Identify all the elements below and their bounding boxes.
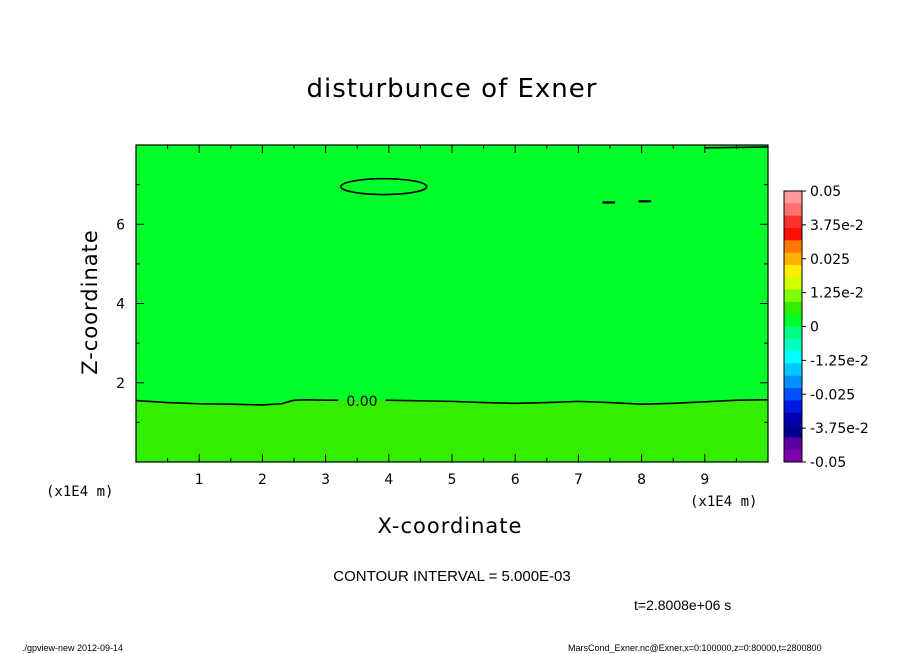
- y-tick-label: 4: [116, 297, 125, 313]
- colorbar-swatch: [784, 264, 802, 278]
- colorbar-swatch: [784, 375, 802, 389]
- colorbar-label: -0.025: [810, 387, 855, 403]
- colorbar-label: 0.05: [810, 184, 841, 200]
- x-unit-label-right: (x1E4 m): [690, 494, 758, 510]
- colorbar-swatch: [784, 412, 802, 426]
- x-tick-label: 9: [700, 472, 709, 488]
- colorbar-swatch: [784, 400, 802, 414]
- x-tick-label: 6: [511, 472, 520, 488]
- x-tick-label: 1: [195, 472, 204, 488]
- footer-left: ./gpview-new 2012-09-14: [22, 643, 124, 653]
- contour-label: 0.00: [346, 394, 377, 410]
- colorbar-label: -3.75e-2: [810, 421, 869, 437]
- colorbar-swatch: [784, 326, 802, 340]
- colorbar-label: 3.75e-2: [810, 218, 864, 234]
- x-tick-label: 5: [448, 472, 457, 488]
- colorbar-swatch: [784, 425, 802, 438]
- colorbar-swatch: [784, 289, 802, 303]
- time-label: t=2.8008e+06 s: [634, 597, 732, 613]
- x-unit-label-left: (x1E4 m): [46, 484, 114, 500]
- y-tick-label: 6: [116, 217, 125, 233]
- colorbar-swatch: [784, 314, 802, 327]
- y-tick-label: 2: [116, 376, 125, 392]
- colorbar-label: -1.25e-2: [810, 353, 869, 369]
- colorbar-label: 0: [810, 320, 819, 336]
- footer-right: MarsCond_Exner.nc@Exner,x=0:100000,z=0:8…: [568, 643, 822, 653]
- x-tick-label: 8: [637, 472, 646, 488]
- contour-interval-text: CONTOUR INTERVAL = 5.000E-03: [333, 568, 571, 585]
- colorbar-swatch: [784, 203, 802, 217]
- colorbar-label: -0.05: [810, 455, 846, 471]
- zero-contour-line: [385, 398, 769, 405]
- x-tick-label: 7: [574, 472, 583, 488]
- closed-contour: [339, 177, 428, 196]
- colorbar-swatch: [784, 363, 802, 377]
- x-axis-label: X-coordinate: [377, 514, 523, 538]
- colorbar-label: 0.025: [810, 252, 850, 268]
- y-axis-label: Z-coordinate: [78, 229, 102, 375]
- chart-title: disturbunce of Exner: [306, 74, 598, 104]
- colorbar-swatch: [784, 338, 802, 352]
- x-tick-label: 4: [384, 472, 393, 488]
- region-lower: [136, 399, 768, 462]
- colorbar-swatch: [784, 449, 802, 463]
- colorbar-swatch: [784, 351, 802, 364]
- colorbar-label: 1.25e-2: [810, 286, 864, 302]
- colorbar-swatch: [784, 240, 802, 254]
- colorbar-swatch: [784, 277, 802, 291]
- x-tick-label: 2: [258, 472, 267, 488]
- colorbar-swatch: [784, 437, 802, 451]
- colorbar-swatch: [784, 252, 802, 266]
- colorbar-swatch: [784, 215, 802, 229]
- colorbar-swatch: [784, 301, 802, 315]
- x-tick-label: 3: [321, 472, 330, 488]
- colorbar-swatch: [784, 191, 802, 204]
- zero-contour-line: [135, 398, 339, 406]
- colorbar-swatch: [784, 388, 802, 401]
- colorbar-swatch: [784, 227, 802, 241]
